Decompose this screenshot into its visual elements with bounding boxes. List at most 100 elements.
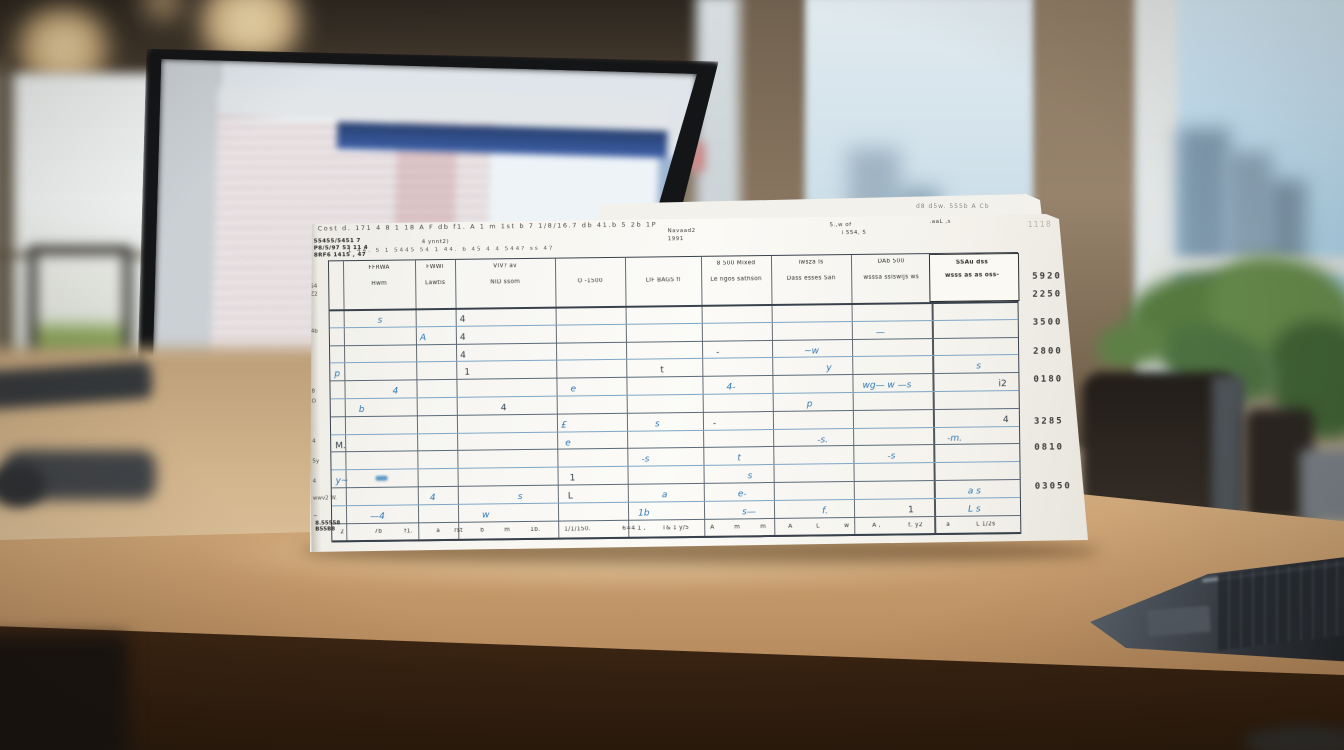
handwritten-mark: e <box>565 438 571 449</box>
ledger-corner-mark: 1118 <box>1027 219 1052 229</box>
handwritten-mark: s <box>517 492 523 503</box>
footer-mark: f1. <box>404 527 413 535</box>
handwritten-mark: -s. <box>817 434 829 446</box>
grid-header-label: NID ssom <box>490 279 521 286</box>
grid-header-label: SSAu dss <box>955 259 989 266</box>
side-table <box>1300 450 1344 522</box>
handwritten-mark: e <box>570 384 577 395</box>
handwritten-mark: p <box>334 369 341 380</box>
under-desk-shadow <box>1244 726 1344 750</box>
ledger-content: Cost d. 171 4 8 1 18 A F db f1. A 1 m 1s… <box>310 214 1088 552</box>
handwritten-mark: 4 <box>429 493 436 504</box>
left-margin-glyph: O <box>311 398 317 405</box>
grid-header-label: O -1500 <box>577 278 603 285</box>
grid-header-label: 8 500 Mixed <box>716 260 756 267</box>
handwritten-mark: f. <box>821 506 828 517</box>
window-left-frame <box>0 58 14 398</box>
grid-header-separator <box>329 300 1018 311</box>
margin-value: 5920 <box>1032 271 1062 282</box>
handwritten-mark: 1 <box>569 473 576 484</box>
handwritten-mark: 4- <box>726 382 736 393</box>
handwritten-mark: p <box>806 399 813 410</box>
grid-column-line <box>554 258 560 539</box>
grid-row-line <box>331 425 1020 435</box>
grid-column-line <box>414 260 420 541</box>
handwritten-mark: s <box>654 419 660 430</box>
grid-header-label: Lawtis <box>425 279 446 287</box>
margin-value: 3500 <box>1032 317 1063 328</box>
handwritten-mark: s <box>976 361 982 372</box>
handwritten-mark: y~ <box>335 476 349 487</box>
footer-mark: rst <box>454 527 463 534</box>
grid-column-line <box>850 255 856 536</box>
grid-row-line <box>329 336 1018 346</box>
left-margin-glyph: wwv2 W. <box>312 495 337 502</box>
handwritten-mark: 1b <box>638 508 650 519</box>
margin-value: 0810 <box>1034 442 1065 453</box>
footer-mark: L <box>816 523 820 530</box>
footer-mark: 2 <box>340 528 345 535</box>
handwritten-mark: wg— w —s <box>862 380 912 392</box>
footer-mark: a <box>946 521 951 528</box>
above-grid-label: .aaL ,s <box>929 218 951 226</box>
grid-row-line <box>330 389 1019 400</box>
left-margin-glyph: 8 <box>311 388 316 395</box>
handwritten-mark: 4 <box>459 332 466 343</box>
handwritten-mark: t <box>660 365 664 376</box>
margin-value: 2800 <box>1033 346 1063 357</box>
handwritten-mark: —4 <box>370 511 385 522</box>
handwritten-mark: 4 <box>459 314 466 325</box>
handwritten-mark: L <box>567 491 573 502</box>
left-margin-glyph: 4b <box>310 328 318 335</box>
grid-row-line <box>330 372 1019 382</box>
margin-value: 2250 <box>1032 289 1063 300</box>
grid-header-label: LIF BAGS fl <box>645 277 681 284</box>
handwritten-mark: L s <box>967 504 981 515</box>
margin-value: 3285 <box>1033 416 1064 427</box>
grid-header-label: wsssa sslswijs ws <box>863 274 920 281</box>
footer-mark: A , <box>872 522 881 529</box>
handwritten-mark: A <box>419 333 427 344</box>
handwritten-mark: £ <box>560 420 567 431</box>
handwritten-mark: - <box>712 418 717 429</box>
handwritten-mark: 4 <box>1002 414 1009 425</box>
left-margin-glyph: 4 <box>312 478 317 485</box>
handwritten-mark: s <box>377 315 383 326</box>
handwritten-mark: M. <box>335 440 346 451</box>
grid-row-line <box>329 318 1018 329</box>
handwritten-mark: s <box>747 471 753 482</box>
ledger-sheet: Cost d. 171 4 8 1 18 A F db f1. A 1 m 1s… <box>310 214 1088 552</box>
above-grid-label: i 554, 5 <box>841 229 867 237</box>
footer-mark: 1b. <box>530 526 541 533</box>
ledger-footer-stamp: 8.55558 B55B8 <box>315 520 341 533</box>
left-margin-glyph: ~ <box>313 513 318 520</box>
footer-mark: m <box>504 526 511 533</box>
footer-mark: A <box>788 523 793 530</box>
footer-mark: m <box>760 523 767 530</box>
footer-mark: b <box>480 527 485 534</box>
footer-mark: m <box>734 523 741 531</box>
chair-post <box>1212 376 1244 522</box>
grid-column-line <box>770 255 776 536</box>
handwritten-mark: b <box>358 404 365 416</box>
handwritten-mark: t <box>737 453 742 464</box>
handwritten-mark: 4 <box>460 350 466 361</box>
left-margin-glyph: 5y <box>312 458 320 465</box>
handwritten-mark: w <box>482 510 490 521</box>
handwritten-mark: ~w <box>804 346 820 357</box>
grid-header-label: Hwm <box>371 280 388 287</box>
handwritten-mark: 4 <box>392 386 399 397</box>
handwritten-mark: e- <box>737 489 747 500</box>
grid-column-line <box>624 257 630 538</box>
grid-header-label: Le ngos sathson <box>710 276 763 283</box>
grid-header-label: FWWI <box>426 263 444 271</box>
grid-header-label: DAb 500 <box>877 258 905 265</box>
footer-mark: A <box>710 524 715 531</box>
handwritten-mark: — <box>875 327 885 338</box>
left-margin-glyph: 4 <box>312 438 316 445</box>
above-grid-label: 4 ynnt2) <box>421 238 450 246</box>
handwritten-mark: 1 <box>464 368 471 379</box>
margin-value: 0180 <box>1033 374 1064 385</box>
footer-mark: w <box>844 522 850 529</box>
